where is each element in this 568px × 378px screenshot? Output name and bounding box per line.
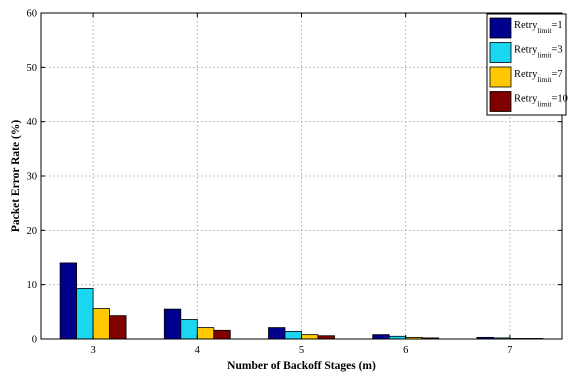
y-tick-label: 30 [27, 172, 38, 183]
legend-swatch [489, 42, 512, 63]
bar [180, 319, 198, 340]
legend-swatch [489, 66, 512, 88]
bar [92, 308, 110, 340]
legend-label: Retrylimit=7 [514, 69, 563, 84]
bar [268, 327, 286, 340]
bar [59, 262, 77, 340]
legend-label: Retrylimit=10 [514, 94, 568, 109]
legend-swatch [489, 91, 512, 112]
bar [196, 327, 215, 340]
y-tick-label: 60 [27, 9, 38, 20]
y-tick-label: 0 [32, 335, 37, 346]
x-axis-label: Number of Backoff Stages (m) [227, 360, 376, 372]
axis-ticks: 0 10 20 30 40 50 60 3 4 5 6 7 [27, 9, 562, 356]
legend-swatch [489, 17, 512, 39]
legend-label: Retrylimit=3 [514, 45, 563, 60]
y-tick-label: 20 [27, 226, 38, 237]
bar [301, 334, 319, 340]
x-tick-label: 7 [507, 345, 512, 356]
bar [372, 334, 390, 340]
bar [213, 329, 231, 340]
bar [76, 288, 94, 340]
y-tick-label: 10 [27, 280, 38, 291]
y-tick-label: 40 [27, 117, 38, 128]
x-tick-label: 6 [403, 345, 408, 356]
grid [41, 13, 562, 339]
bar [284, 330, 302, 340]
bar [109, 315, 127, 340]
x-tick-label: 5 [299, 345, 304, 356]
x-tick-label: 4 [195, 345, 201, 356]
y-axis-label: Packet Error Rate (%) [10, 120, 22, 232]
y-tick-label: 50 [27, 63, 38, 74]
legend: Retrylimit=1 Retrylimit=3 Retrylimit=7 Retr… [486, 13, 568, 116]
legend-label: Retrylimit=1 [514, 20, 563, 35]
bar [163, 308, 182, 340]
x-tick-label: 3 [90, 345, 95, 356]
